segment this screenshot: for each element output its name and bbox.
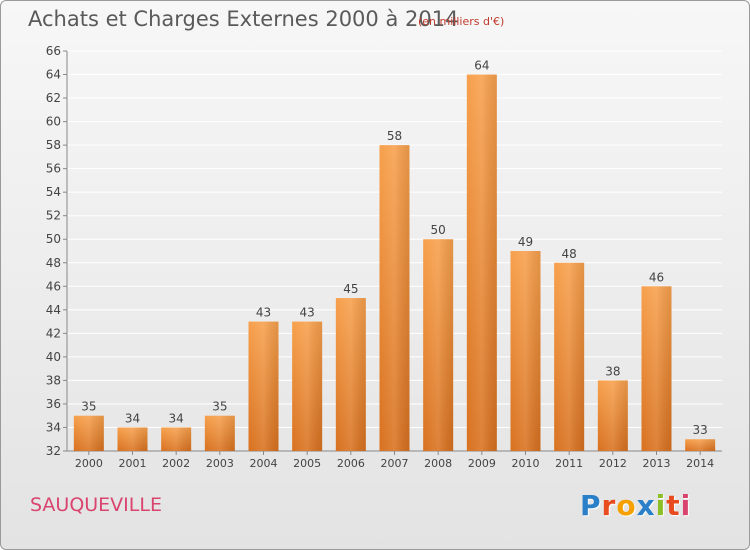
y-tick-label: 56 xyxy=(46,162,61,176)
y-tick-label: 52 xyxy=(46,209,61,223)
data-label-2010: 49 xyxy=(518,235,533,249)
data-label-2014: 33 xyxy=(693,423,708,437)
brand-letter: i xyxy=(680,489,692,522)
bar-shade-2001 xyxy=(117,427,148,451)
brand-letter: o xyxy=(616,489,637,522)
y-tick-label: 48 xyxy=(46,256,61,270)
data-label-2002: 34 xyxy=(169,411,184,425)
x-tick-label-2007: 2007 xyxy=(381,457,409,470)
data-label-2011: 48 xyxy=(562,247,577,261)
bar-shade-2010 xyxy=(510,251,541,451)
data-label-2004: 43 xyxy=(256,306,271,320)
x-tick-label-2011: 2011 xyxy=(555,457,583,470)
y-tick-label: 44 xyxy=(46,303,61,317)
y-tick-label: 54 xyxy=(46,185,61,199)
bar-shade-2008 xyxy=(423,239,454,451)
y-tick-label: 66 xyxy=(46,44,61,58)
bar-shade-2012 xyxy=(597,380,628,451)
data-label-2003: 35 xyxy=(212,400,227,414)
x-tick-label-2014: 2014 xyxy=(686,457,714,470)
bar-shade-2003 xyxy=(204,415,235,451)
y-tick-label: 38 xyxy=(46,373,61,387)
y-tick-label: 62 xyxy=(46,91,61,105)
x-tick-label-2009: 2009 xyxy=(468,457,496,470)
data-label-2007: 58 xyxy=(387,129,402,143)
bar-shade-2002 xyxy=(161,427,192,451)
bar-shade-2006 xyxy=(335,298,366,451)
data-label-2005: 43 xyxy=(300,306,315,320)
data-label-2001: 34 xyxy=(125,411,140,425)
bar-shade-2013 xyxy=(641,286,672,451)
brand-letter: t xyxy=(666,489,681,522)
data-label-2008: 50 xyxy=(431,223,446,237)
y-tick-label: 36 xyxy=(46,397,61,411)
x-tick-label-2006: 2006 xyxy=(337,457,365,470)
bar-shade-2011 xyxy=(554,262,585,451)
commune-name: SAUQUEVILLE xyxy=(30,494,162,516)
y-tick-label: 42 xyxy=(46,326,61,340)
x-tick-label-2008: 2008 xyxy=(424,457,452,470)
bar-shade-2007 xyxy=(379,145,410,451)
x-tick-label-2003: 2003 xyxy=(206,457,234,470)
x-tick-label-2002: 2002 xyxy=(162,457,190,470)
bar-shade-2014 xyxy=(685,439,716,451)
brand-letter: i xyxy=(655,489,667,522)
x-tick-label-2012: 2012 xyxy=(599,457,627,470)
bar-shade-2004 xyxy=(248,321,279,451)
y-tick-label: 58 xyxy=(46,138,61,152)
y-tick-label: 32 xyxy=(46,444,61,458)
bar-shade-2009 xyxy=(466,74,497,451)
y-tick-label: 60 xyxy=(46,115,61,129)
data-label-2009: 64 xyxy=(474,59,489,73)
y-tick-label: 50 xyxy=(46,232,61,246)
bar-shade-2005 xyxy=(292,321,323,451)
data-label-2013: 46 xyxy=(649,270,664,284)
x-tick-label-2004: 2004 xyxy=(250,457,278,470)
data-label-2006: 45 xyxy=(343,282,358,296)
y-tick-label: 64 xyxy=(46,68,61,82)
proxiti-logo[interactable]: Proxiti xyxy=(580,489,691,522)
brand-letter: x xyxy=(636,489,656,522)
x-tick-label-2005: 2005 xyxy=(293,457,321,470)
bar-layer xyxy=(73,74,716,451)
y-tick-label: 46 xyxy=(46,279,61,293)
x-tick-label-2000: 2000 xyxy=(75,457,103,470)
chart-title: Achats et Charges Externes 2000 à 2014 xyxy=(28,7,459,31)
label-layer: 35 34 34 35 43 43 45 58 50 64 49 48 38 46 33 xyxy=(81,59,708,438)
brand-letter: r xyxy=(601,489,617,522)
x-tick-label-2013: 2013 xyxy=(643,457,671,470)
x-tick-label-2010: 2010 xyxy=(512,457,540,470)
x-tick-label-2001: 2001 xyxy=(119,457,147,470)
chart-unit: (en milliers d'€) xyxy=(418,15,505,28)
brand-letter: P xyxy=(580,489,602,522)
data-label-2000: 35 xyxy=(81,400,96,414)
data-label-2012: 38 xyxy=(605,364,620,378)
y-tick-label: 40 xyxy=(46,350,61,364)
bar-shade-2000 xyxy=(73,415,104,451)
y-tick-label: 34 xyxy=(46,420,61,434)
